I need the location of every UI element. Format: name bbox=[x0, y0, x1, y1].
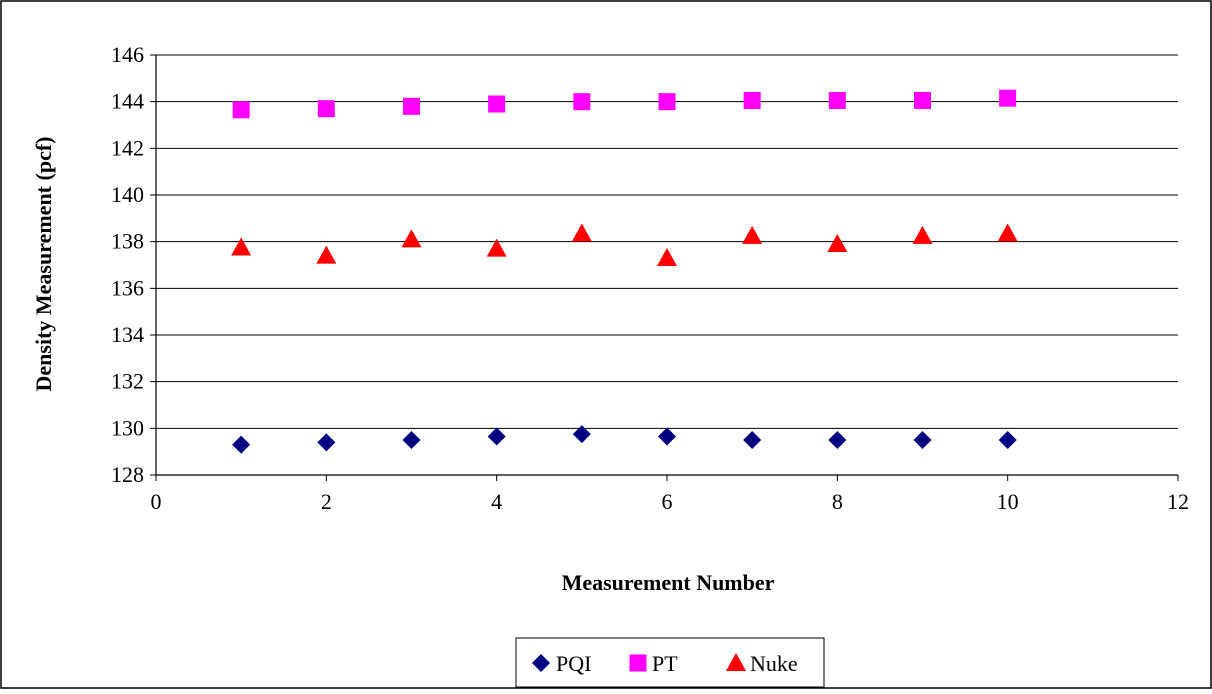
series-pqi bbox=[232, 425, 1017, 454]
data-point-pt bbox=[743, 92, 761, 109]
data-point-pt bbox=[573, 93, 591, 111]
y-tick-label: 142 bbox=[111, 135, 144, 160]
x-tick-label: 10 bbox=[997, 489, 1019, 514]
data-point-pqi bbox=[913, 431, 932, 449]
y-tick-label: 146 bbox=[111, 42, 144, 67]
y-tick-label: 128 bbox=[111, 462, 144, 487]
x-tick-label: 8 bbox=[832, 489, 843, 514]
data-point-pqi bbox=[828, 431, 847, 449]
legend-marker-nuke bbox=[726, 653, 746, 671]
legend-items: PQI PT Nuke bbox=[532, 651, 798, 676]
y-tick-label: 144 bbox=[111, 89, 144, 114]
y-tick-label: 134 bbox=[111, 322, 144, 347]
x-axis-title: Measurement Number bbox=[562, 570, 775, 595]
x-tick-label: 12 bbox=[1167, 489, 1189, 514]
x-tick-label: 6 bbox=[662, 489, 673, 514]
data-point-pqi bbox=[402, 431, 421, 449]
data-point-pt bbox=[232, 101, 250, 119]
legend-label-pt: PT bbox=[652, 651, 678, 676]
gridlines bbox=[156, 54, 1178, 429]
y-tick-label: 132 bbox=[111, 369, 144, 394]
data-point-pt bbox=[488, 95, 506, 113]
tick-labels: 128 130 132 134 136 138 140 142 144 146 0 2 4 6 8 10 12 bbox=[111, 42, 1189, 514]
data-point-nuke bbox=[997, 223, 1018, 242]
axes bbox=[150, 54, 1179, 481]
data-point-nuke bbox=[401, 229, 422, 248]
data-point-nuke bbox=[571, 223, 592, 242]
x-tick-label: 0 bbox=[151, 489, 162, 514]
x-tick-label: 2 bbox=[321, 489, 332, 514]
data-point-pqi bbox=[317, 433, 336, 452]
x-tick-label: 4 bbox=[491, 489, 502, 514]
data-point-nuke bbox=[827, 234, 848, 252]
data-point-pt bbox=[828, 92, 846, 109]
y-tick-label: 130 bbox=[111, 415, 144, 440]
legend-marker-pt bbox=[629, 654, 647, 672]
data-point-pt bbox=[999, 89, 1017, 107]
series-pt bbox=[232, 89, 1017, 119]
data-point-pqi bbox=[572, 425, 591, 444]
data-point-pt bbox=[403, 97, 420, 115]
legend-label-pqi: PQI bbox=[556, 651, 591, 676]
y-tick-label: 136 bbox=[111, 275, 144, 300]
data-points bbox=[231, 89, 1018, 454]
data-point-pt bbox=[658, 93, 676, 111]
legend: PQI PT Nuke bbox=[515, 637, 825, 688]
legend-marker-pqi bbox=[532, 654, 550, 672]
data-point-nuke bbox=[657, 248, 677, 266]
data-point-nuke bbox=[316, 245, 337, 264]
data-point-nuke bbox=[912, 225, 933, 244]
data-point-pt bbox=[317, 100, 335, 118]
data-point-pqi bbox=[487, 427, 506, 446]
data-point-pqi bbox=[998, 431, 1017, 449]
data-point-nuke bbox=[231, 237, 252, 256]
data-point-pqi bbox=[743, 431, 762, 449]
data-point-pt bbox=[914, 92, 931, 109]
y-tick-label: 140 bbox=[111, 182, 144, 207]
data-point-nuke bbox=[486, 238, 507, 257]
y-tick-label: 138 bbox=[111, 229, 144, 254]
data-point-pqi bbox=[232, 435, 251, 454]
y-axis-title: Density Measurement (pcf) bbox=[31, 137, 56, 392]
series-nuke bbox=[231, 223, 1018, 266]
data-point-nuke bbox=[742, 225, 763, 244]
legend-label-nuke: Nuke bbox=[750, 651, 798, 676]
legend-box bbox=[515, 637, 825, 688]
data-point-pqi bbox=[658, 427, 676, 446]
